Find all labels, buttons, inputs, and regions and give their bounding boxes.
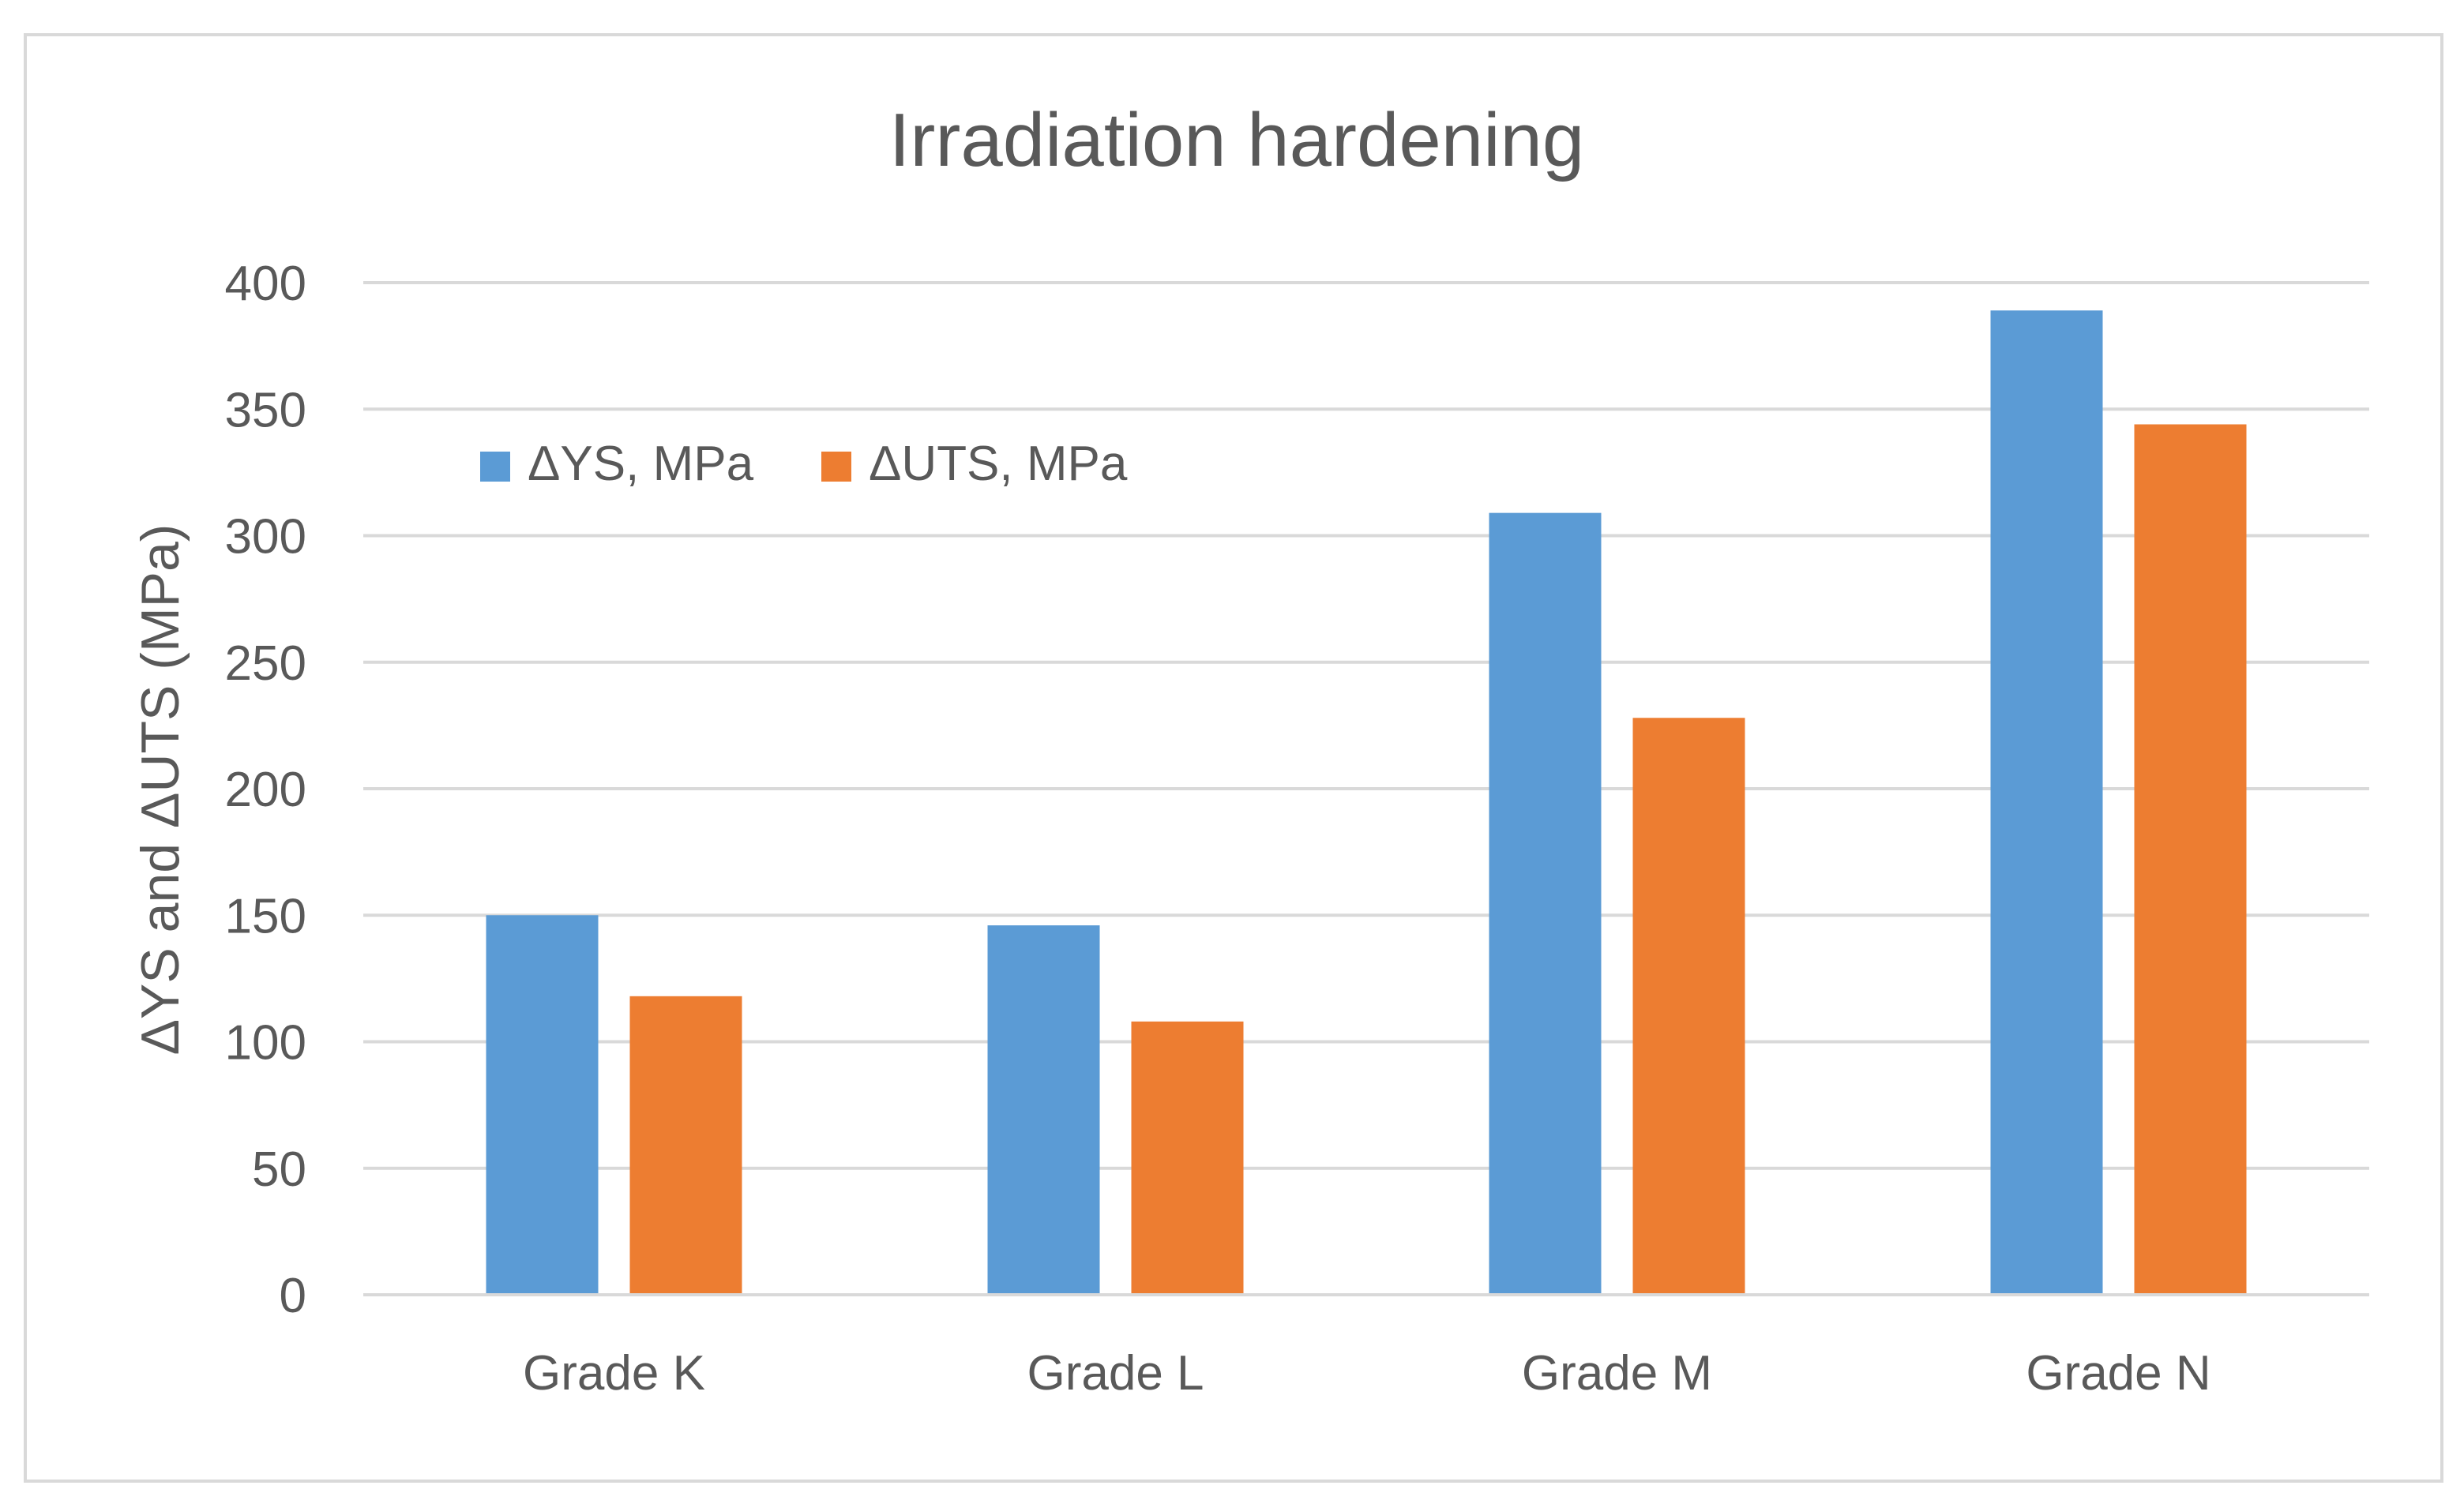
x-tick-label: Grade K xyxy=(523,1346,705,1401)
y-tick-label: 400 xyxy=(225,257,306,311)
bar-ys-grade-l xyxy=(987,925,1100,1295)
y-tick-label: 250 xyxy=(225,636,306,691)
y-tick-label: 100 xyxy=(225,1016,306,1071)
bar-ys-grade-m xyxy=(1489,512,1602,1295)
legend-swatch-uts xyxy=(821,452,851,482)
legend: ΔYS, MPa ΔUTS, MPa xyxy=(480,437,1128,491)
bar-uts-grade-k xyxy=(629,996,742,1295)
y-tick-label: 0 xyxy=(280,1269,306,1323)
chart-title: Irradiation hardening xyxy=(889,98,1585,182)
y-tick-label: 300 xyxy=(225,510,306,564)
bars xyxy=(486,310,2247,1295)
y-axis-label: ΔYS and ΔUTS (MPa) xyxy=(130,524,190,1056)
legend-label-ys: ΔYS, MPa xyxy=(528,437,754,491)
x-tick-label: Grade M xyxy=(1522,1346,1712,1401)
legend-label-uts: ΔUTS, MPa xyxy=(869,437,1128,491)
bar-uts-grade-l xyxy=(1131,1021,1244,1295)
x-axis-ticks: Grade K Grade L Grade M Grade N xyxy=(363,1293,2369,1401)
y-tick-label: 350 xyxy=(225,383,306,437)
y-tick-label: 50 xyxy=(252,1142,306,1197)
x-tick-label: Grade N xyxy=(2026,1346,2210,1401)
y-tick-label: 200 xyxy=(225,763,306,817)
bar-uts-grade-m xyxy=(1632,718,1745,1295)
bar-ys-grade-n xyxy=(1990,310,2103,1295)
y-axis-ticks: 0 50 100 150 200 250 300 350 400 xyxy=(225,257,306,1323)
legend-swatch-ys xyxy=(480,452,510,482)
x-tick-label: Grade L xyxy=(1027,1346,1204,1401)
bar-ys-grade-k xyxy=(486,915,599,1295)
bar-uts-grade-n xyxy=(2134,424,2247,1295)
y-tick-label: 150 xyxy=(225,889,306,943)
